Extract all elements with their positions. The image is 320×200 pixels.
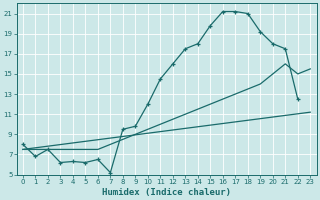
X-axis label: Humidex (Indice chaleur): Humidex (Indice chaleur) (102, 188, 231, 197)
